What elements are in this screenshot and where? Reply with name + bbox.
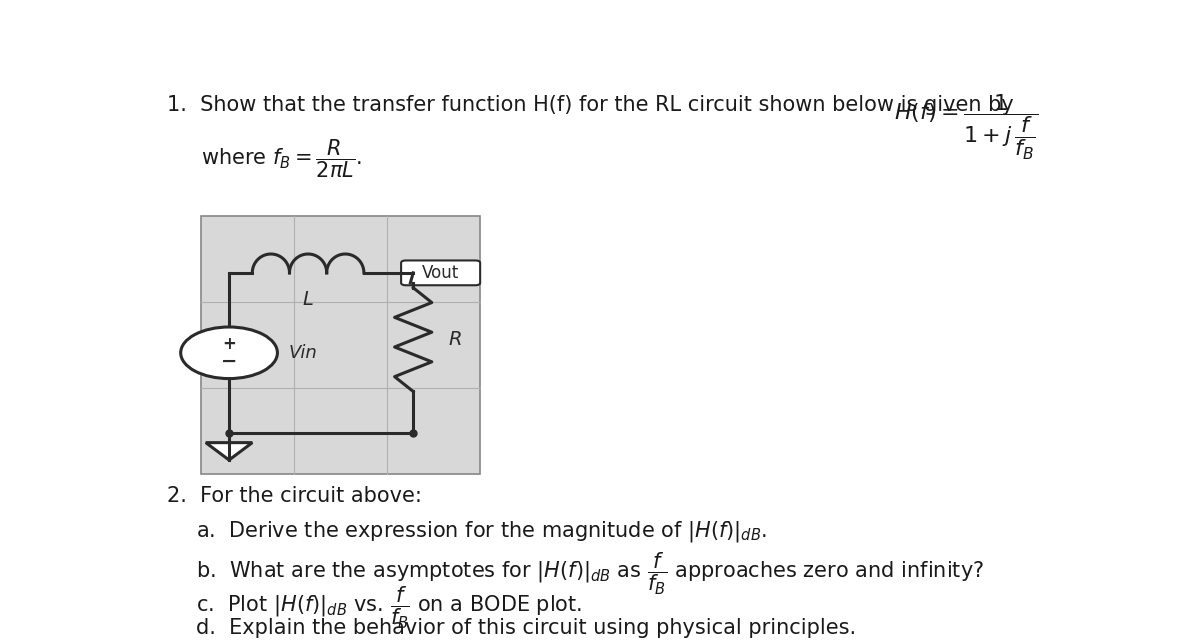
Text: 2.  For the circuit above:: 2. For the circuit above:	[167, 486, 421, 506]
Text: d.  Explain the behavior of this circuit using physical principles.: d. Explain the behavior of this circuit …	[197, 618, 857, 638]
Text: −: −	[221, 352, 238, 372]
Text: b.  What are the asymptotes for $|H(f)|_{dB}$ as $\dfrac{f}{f_B}$ approaches zer: b. What are the asymptotes for $|H(f)|_{…	[197, 551, 984, 597]
Text: L: L	[302, 290, 313, 309]
Polygon shape	[206, 442, 252, 460]
Text: +: +	[222, 335, 236, 353]
Bar	[202, 216, 480, 474]
Text: c.  Plot $|H(f)|_{dB}$ vs. $\dfrac{f}{f_B}$ on a BODE plot.: c. Plot $|H(f)|_{dB}$ vs. $\dfrac{f}{f_B…	[197, 585, 583, 630]
FancyBboxPatch shape	[401, 260, 480, 285]
Text: where $f_B = \dfrac{R}{2\pi L}.$: where $f_B = \dfrac{R}{2\pi L}.$	[202, 138, 362, 180]
Text: a.  Derive the expression for the magnitude of $|H(f)|_{dB}.$: a. Derive the expression for the magnitu…	[197, 518, 768, 544]
Text: $H(f) = \dfrac{1}{1+j\,\dfrac{f}{f_B}}$: $H(f) = \dfrac{1}{1+j\,\dfrac{f}{f_B}}$	[894, 92, 1038, 162]
Text: Vout: Vout	[422, 264, 460, 282]
Circle shape	[181, 327, 277, 379]
Text: 1.  Show that the transfer function H(f) for the RL circuit shown below is given: 1. Show that the transfer function H(f) …	[167, 95, 1014, 115]
Text: R: R	[449, 330, 462, 349]
Text: Vin: Vin	[288, 344, 317, 362]
